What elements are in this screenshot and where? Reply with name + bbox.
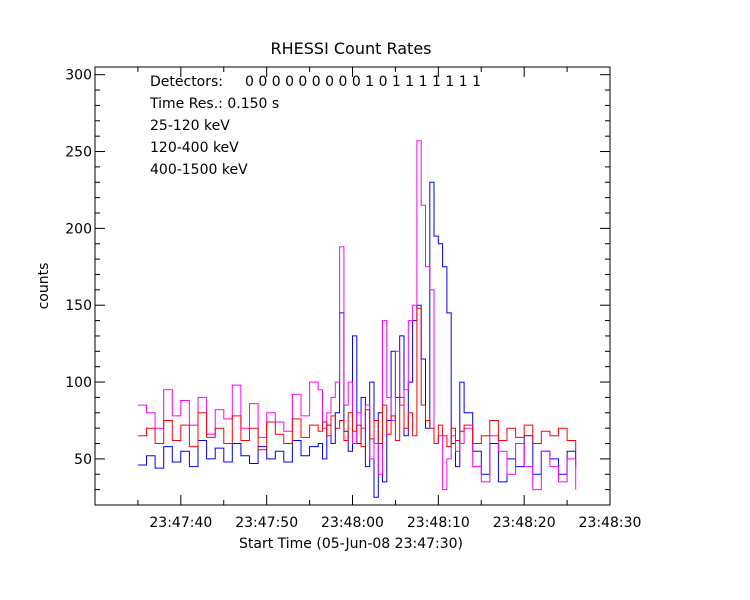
- time-resolution: Time Res.: 0.150 s: [149, 96, 279, 112]
- series-line-3: [137, 307, 577, 452]
- detectors-label: Detectors:: [150, 74, 223, 90]
- legend-series-1: 25-120 keV: [150, 118, 230, 134]
- y-tick-label: 250: [65, 145, 92, 161]
- series-layer: [137, 140, 577, 498]
- x-tick-label: 23:47:40: [149, 515, 212, 531]
- y-tick-label: 50: [74, 452, 92, 468]
- y-tick-label: 100: [65, 375, 92, 391]
- y-axis-label: counts: [36, 263, 52, 310]
- x-tick-label: 23:48:00: [321, 515, 384, 531]
- x-axis-label: Start Time (05-Jun-08 23:47:30): [239, 536, 463, 552]
- series-line-2: [137, 140, 577, 491]
- detectors-values: 0 0 0 0 0 0 0 0 0 1 0 1 1 1 1 1 1 1: [245, 74, 481, 90]
- y-tick-label: 200: [65, 221, 92, 237]
- legend-series-2: 120-400 keV: [150, 140, 239, 156]
- series-line-1: [137, 181, 577, 498]
- ticks-layer: 23:47:40 23:47:50 23:48:00 23:48:10 23:48:20…: [65, 67, 641, 531]
- x-tick-label: 23:47:50: [235, 515, 298, 531]
- legend-series-3: 400-1500 keV: [150, 162, 248, 178]
- y-tick-label: 150: [65, 298, 92, 314]
- x-tick-label: 23:48:30: [579, 515, 642, 531]
- y-tick-label: 300: [65, 68, 92, 84]
- x-tick-label: 23:48:10: [407, 515, 470, 531]
- chart-title: RHESSI Count Rates: [271, 39, 432, 58]
- x-tick-label: 23:48:20: [493, 515, 556, 531]
